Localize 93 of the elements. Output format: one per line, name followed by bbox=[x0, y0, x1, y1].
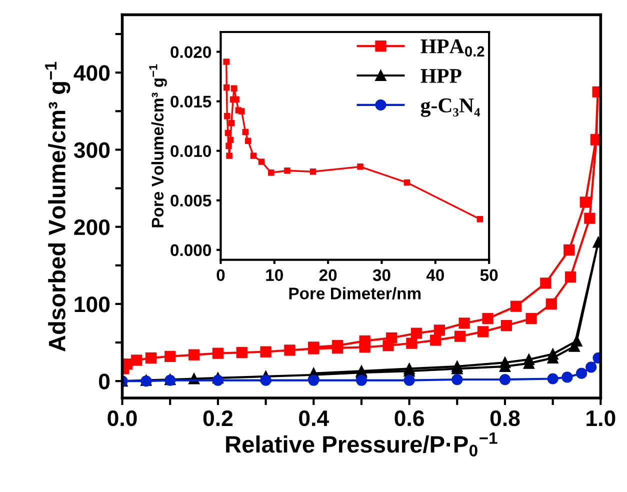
point bbox=[477, 326, 489, 338]
point bbox=[454, 330, 466, 342]
point bbox=[571, 335, 582, 347]
point bbox=[212, 374, 224, 386]
point bbox=[562, 372, 573, 383]
x-tick-label: 0.2 bbox=[203, 410, 232, 426]
point bbox=[356, 374, 368, 386]
point bbox=[260, 346, 272, 358]
point bbox=[499, 374, 511, 386]
point bbox=[244, 138, 252, 144]
point bbox=[268, 169, 274, 176]
point bbox=[228, 120, 235, 126]
point bbox=[238, 108, 245, 114]
legend-label: HPP bbox=[420, 69, 462, 83]
point bbox=[586, 362, 597, 373]
x-tick-label: 0.6 bbox=[394, 410, 424, 426]
y-tick-label: 100 bbox=[74, 296, 110, 312]
point bbox=[131, 354, 142, 366]
legend-label: HPA$_{0.2}$ bbox=[420, 39, 484, 57]
point bbox=[452, 360, 463, 372]
point bbox=[284, 168, 290, 174]
x-tick-label: 0.8 bbox=[490, 410, 520, 426]
point bbox=[359, 335, 370, 347]
point bbox=[284, 344, 296, 356]
point bbox=[564, 271, 576, 283]
point bbox=[546, 298, 557, 310]
point bbox=[576, 368, 588, 379]
point bbox=[404, 374, 415, 386]
point bbox=[224, 130, 232, 136]
point bbox=[404, 363, 415, 374]
point bbox=[212, 348, 224, 359]
x-tick-label: 40 bbox=[426, 269, 444, 282]
point bbox=[242, 128, 249, 136]
y-axis-title: Pore Volume/cm³ g$^{−1}$ bbox=[149, 64, 167, 228]
x-tick-label: 0.4 bbox=[299, 410, 329, 426]
point bbox=[226, 152, 232, 159]
point bbox=[430, 334, 442, 346]
y-tick-label: 0 bbox=[98, 374, 110, 390]
x-axis-title: Pore Dimeter/nm bbox=[289, 287, 421, 300]
point bbox=[188, 349, 200, 360]
x-tick-label: 30 bbox=[372, 269, 390, 282]
y-tick-label: 300 bbox=[74, 142, 110, 158]
point bbox=[482, 313, 494, 324]
point bbox=[308, 374, 320, 386]
point bbox=[540, 278, 552, 289]
x-tick-label: 10 bbox=[266, 269, 283, 282]
y-tick-label: 0.015 bbox=[170, 96, 212, 108]
point bbox=[258, 158, 265, 165]
y-tick-label: 0.000 bbox=[170, 244, 211, 256]
point bbox=[224, 113, 230, 120]
point bbox=[434, 324, 445, 336]
point bbox=[499, 357, 511, 368]
point bbox=[404, 179, 410, 186]
y-tick-label: 0.005 bbox=[170, 194, 212, 207]
point bbox=[145, 352, 157, 364]
x-tick-label: 0 bbox=[216, 269, 225, 282]
point bbox=[223, 58, 230, 65]
x-tick-label: 1.0 bbox=[586, 410, 616, 426]
point bbox=[564, 244, 575, 256]
point bbox=[236, 346, 248, 358]
point bbox=[410, 328, 422, 339]
point bbox=[510, 300, 522, 312]
x-axis-title: Relative Pressure/P·P$_{0}$$^{−1}$ bbox=[226, 432, 498, 456]
point bbox=[357, 164, 364, 170]
point bbox=[223, 84, 230, 91]
point bbox=[584, 212, 596, 224]
point bbox=[547, 373, 558, 384]
point bbox=[164, 350, 176, 362]
legend-label: g-C₃N₄ bbox=[420, 98, 480, 117]
point bbox=[406, 338, 418, 349]
point bbox=[386, 332, 398, 344]
y-axis-title: Adsorbed Volume/cm³ g$^{−1}$ bbox=[45, 62, 70, 352]
point bbox=[226, 142, 232, 150]
x-tick-label: 0.0 bbox=[108, 410, 137, 426]
point bbox=[250, 152, 257, 159]
y-tick-label: 0.010 bbox=[170, 145, 211, 158]
point bbox=[523, 354, 534, 366]
point bbox=[260, 374, 272, 386]
y-tick-label: 0.020 bbox=[170, 46, 211, 58]
point bbox=[580, 196, 591, 208]
point bbox=[310, 168, 316, 175]
x-tick-label: 50 bbox=[480, 269, 498, 282]
point bbox=[230, 85, 238, 92]
point bbox=[476, 216, 484, 222]
y-tick-label: 200 bbox=[74, 219, 110, 236]
point bbox=[452, 374, 463, 386]
point bbox=[526, 313, 537, 324]
point bbox=[547, 348, 558, 360]
x-tick-label: 20 bbox=[319, 269, 337, 282]
y-tick-label: 400 bbox=[74, 65, 110, 81]
point bbox=[458, 318, 470, 329]
point bbox=[227, 136, 234, 144]
point bbox=[500, 320, 512, 332]
